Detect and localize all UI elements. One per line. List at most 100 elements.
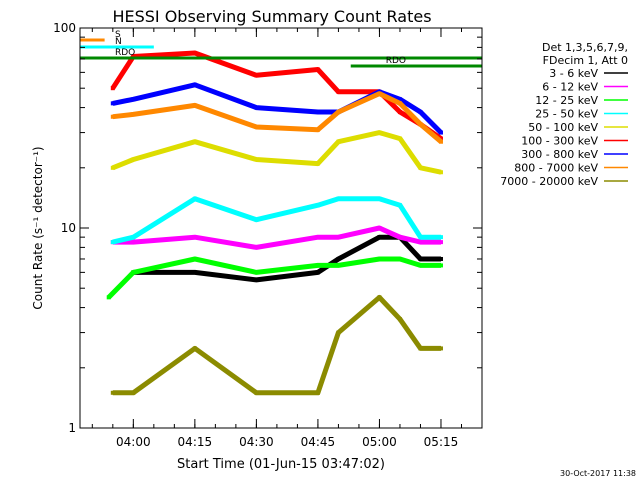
legend-item: 300 - 800 keV (521, 148, 628, 161)
data-point (438, 139, 443, 144)
y-tick-label: 1 (68, 421, 76, 435)
data-point (131, 240, 136, 245)
data-point (336, 263, 341, 268)
series-8 (110, 294, 443, 396)
data-point (192, 139, 197, 144)
data-point (254, 124, 259, 129)
data-point (192, 235, 197, 240)
chart-title: HESSI Observing Summary Count Rates (112, 7, 431, 26)
series-line (112, 225, 441, 250)
legend-item: 12 - 25 keV (535, 94, 628, 107)
data-point (192, 270, 197, 275)
series-line (112, 294, 441, 396)
data-point (418, 110, 423, 115)
data-point (397, 101, 402, 106)
legend-label: 25 - 50 keV (535, 108, 598, 121)
timestamp: 30-Oct-2017 11:38 (560, 469, 636, 478)
data-point (438, 240, 443, 245)
data-point (192, 256, 197, 261)
data-point (336, 256, 341, 261)
legend-item: 6 - 12 keV (542, 81, 628, 94)
x-axis: 04:00 04:15 04:30 04:45 05:00 05:15 (91, 28, 462, 449)
data-point (397, 97, 402, 102)
data-point (336, 110, 341, 115)
series-layer (106, 50, 443, 396)
y-axis: 1 10 100 (53, 21, 482, 435)
data-point (336, 330, 341, 335)
data-point (377, 226, 382, 230)
data-point (418, 235, 423, 240)
data-point (315, 110, 320, 115)
legend-label: 800 - 7000 keV (514, 162, 598, 175)
data-point (110, 390, 115, 395)
legend: Det 1,3,5,6,7,9, FDecim 1, Att 0 3 - 6 k… (500, 41, 628, 188)
series-line (106, 256, 441, 300)
data-point (254, 105, 259, 110)
data-point (254, 157, 259, 162)
data-point (397, 317, 402, 322)
y-tick-label: 10 (61, 221, 76, 235)
data-point (192, 346, 197, 351)
data-point (192, 103, 197, 108)
series-line (112, 91, 443, 144)
series-4 (110, 130, 443, 175)
data-point (377, 196, 382, 201)
legend-label: 100 - 300 keV (521, 135, 598, 148)
legend-header-line-2: FDecim 1, Att 0 (543, 54, 628, 67)
data-point (397, 256, 402, 261)
data-point (418, 263, 423, 268)
legend-item: 25 - 50 keV (535, 108, 628, 121)
data-point (438, 256, 443, 261)
legend-item: 800 - 7000 keV (514, 162, 628, 175)
data-point (397, 136, 402, 141)
data-point (315, 67, 320, 72)
data-point (110, 114, 115, 119)
legend-item: 3 - 6 keV (549, 67, 628, 80)
data-point (336, 139, 341, 144)
x-tick-label: 04:00 (116, 435, 151, 449)
data-point (438, 263, 443, 268)
x-tick-label: 04:45 (301, 435, 336, 449)
data-point (438, 130, 443, 135)
state-bar-label: RDO (386, 56, 406, 66)
data-point (336, 196, 341, 201)
legend-header-line-1: Det 1,3,5,6,7,9, (542, 41, 628, 54)
data-point (438, 346, 443, 351)
legend-item: 100 - 300 keV (521, 135, 628, 148)
series-line (112, 196, 441, 245)
data-point (377, 295, 382, 300)
data-point (397, 235, 402, 240)
series-6 (110, 82, 443, 135)
data-point (131, 390, 136, 395)
data-point (254, 270, 259, 275)
series-7 (110, 91, 443, 144)
data-point (254, 277, 259, 282)
data-point (131, 235, 136, 240)
series-line (111, 130, 442, 175)
data-point (315, 235, 320, 240)
series-3 (110, 196, 443, 245)
data-point (131, 157, 136, 162)
data-point (110, 101, 115, 106)
data-point (418, 256, 423, 261)
data-point (254, 245, 259, 250)
legend-label: 7000 - 20000 keV (500, 175, 598, 188)
data-point (192, 196, 197, 201)
data-point (110, 240, 115, 245)
data-point (315, 161, 320, 166)
data-point (377, 256, 382, 261)
data-point (336, 89, 341, 94)
data-point (254, 73, 259, 78)
data-point (315, 263, 320, 268)
legend-item: 7000 - 20000 keV (500, 175, 628, 188)
data-point (254, 390, 259, 395)
data-point (397, 203, 402, 208)
series-2 (106, 256, 443, 300)
data-point (315, 127, 320, 132)
data-point (418, 346, 423, 351)
data-point (110, 165, 115, 170)
legend-label: 6 - 12 keV (542, 81, 598, 94)
y-tick-label: 100 (53, 21, 76, 35)
